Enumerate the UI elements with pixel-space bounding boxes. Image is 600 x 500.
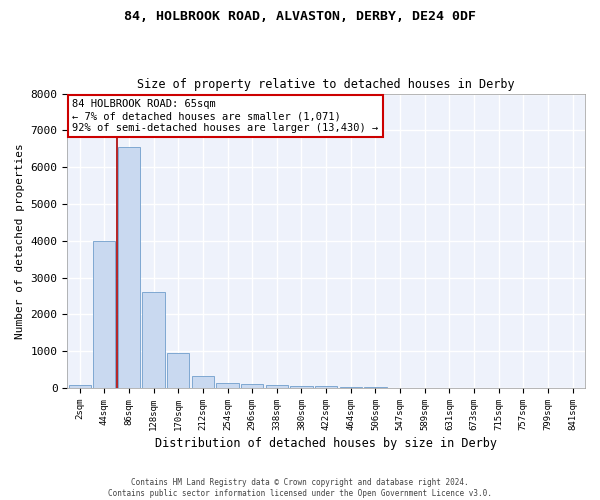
Bar (340, 387, 362, 388)
Bar (315, 386, 337, 388)
Bar (167, 353, 190, 388)
Bar (192, 376, 214, 388)
Bar (68, 385, 91, 388)
Text: 84 HOLBROOK ROAD: 65sqm
← 7% of detached houses are smaller (1,071)
92% of semi-: 84 HOLBROOK ROAD: 65sqm ← 7% of detached… (73, 100, 379, 132)
Bar (93, 241, 115, 388)
Bar (142, 292, 164, 388)
Bar (118, 147, 140, 388)
Bar (241, 384, 263, 388)
Title: Size of property relative to detached houses in Derby: Size of property relative to detached ho… (137, 78, 515, 91)
Bar (266, 385, 288, 388)
X-axis label: Distribution of detached houses by size in Derby: Distribution of detached houses by size … (155, 437, 497, 450)
Text: Contains HM Land Registry data © Crown copyright and database right 2024.
Contai: Contains HM Land Registry data © Crown c… (108, 478, 492, 498)
Bar (290, 386, 313, 388)
Y-axis label: Number of detached properties: Number of detached properties (15, 143, 25, 338)
Text: 84, HOLBROOK ROAD, ALVASTON, DERBY, DE24 0DF: 84, HOLBROOK ROAD, ALVASTON, DERBY, DE24… (124, 10, 476, 23)
Bar (217, 383, 239, 388)
